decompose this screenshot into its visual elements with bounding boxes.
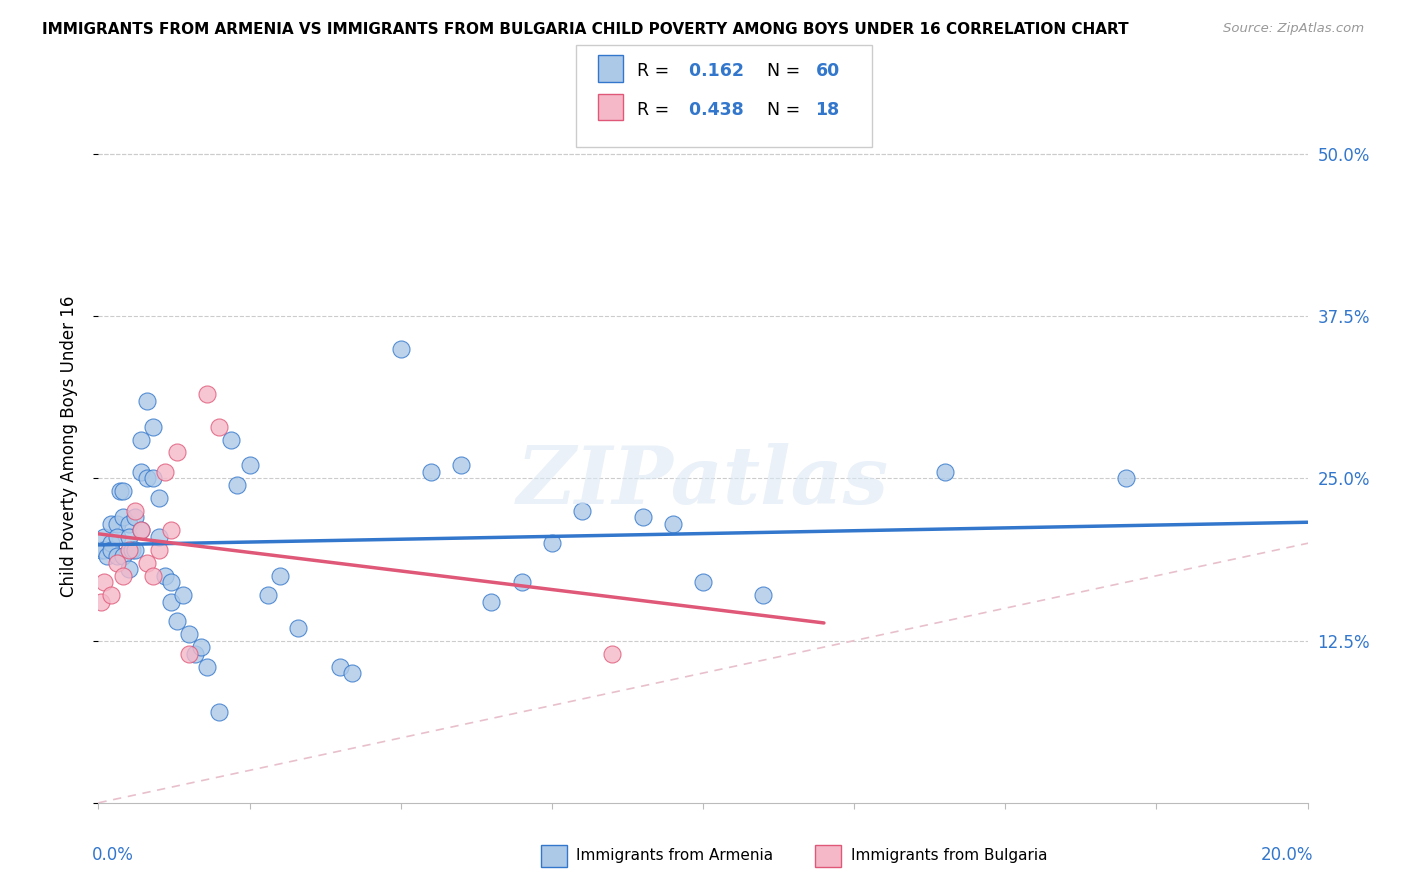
Text: Immigrants from Bulgaria: Immigrants from Bulgaria [851,848,1047,863]
Point [256,588,278,602]
Point [510,575,533,590]
Point [540,536,562,550]
Point [142,419,165,434]
Point [129,465,152,479]
Point [602,647,624,661]
Point [124,504,146,518]
Point [692,575,714,590]
Point [121,542,143,557]
Point [93,530,115,544]
Point [129,524,152,538]
Point [105,516,128,531]
Point [118,562,141,576]
Text: 0.0%: 0.0% [93,846,134,863]
Point [342,666,364,681]
Point [195,387,218,401]
Point [148,542,170,557]
Text: 20.0%: 20.0% [1261,846,1313,863]
Point [329,659,352,673]
Text: R =: R = [637,62,675,80]
Point [129,524,152,538]
Text: ZIPatlas: ZIPatlas [517,443,889,520]
Point [153,465,176,479]
Text: 60: 60 [815,62,839,80]
Point [111,549,134,564]
Point [1115,471,1137,485]
Point [160,575,183,590]
Point [100,536,122,550]
Point [111,484,134,499]
Point [389,342,412,356]
Point [208,419,231,434]
Text: IMMIGRANTS FROM ARMENIA VS IMMIGRANTS FROM BULGARIA CHILD POVERTY AMONG BOYS UND: IMMIGRANTS FROM ARMENIA VS IMMIGRANTS FR… [42,22,1129,37]
Point [90,595,112,609]
Point [111,568,134,582]
Point [93,575,115,590]
Point [90,542,112,557]
Point [160,595,183,609]
Point [124,542,146,557]
Point [221,433,243,447]
Point [287,621,309,635]
Point [481,595,503,609]
Point [135,471,157,485]
Point [934,465,956,479]
Point [153,568,176,582]
Point [172,588,194,602]
Point [118,530,141,544]
Point [571,504,593,518]
Point [190,640,212,654]
Point [93,542,115,557]
Point [661,516,683,531]
Point [752,588,775,602]
Y-axis label: Child Poverty Among Boys Under 16: Child Poverty Among Boys Under 16 [59,295,77,597]
Point [450,458,472,473]
Point [631,510,654,524]
Point [184,647,207,661]
Point [160,524,183,538]
Text: 0.438: 0.438 [683,101,744,119]
Text: 18: 18 [815,101,839,119]
Text: 0.162: 0.162 [683,62,744,80]
Point [111,510,134,524]
Point [129,433,152,447]
Point [124,510,146,524]
Point [108,484,131,499]
Point [135,556,157,570]
Point [105,556,128,570]
Text: Immigrants from Armenia: Immigrants from Armenia [576,848,773,863]
Point [239,458,262,473]
Point [179,627,201,641]
Text: N =: N = [756,101,806,119]
Point [105,549,128,564]
Point [100,516,122,531]
Point [105,530,128,544]
Point [118,542,141,557]
Point [166,614,188,628]
Text: R =: R = [637,101,675,119]
Point [148,491,170,505]
Point [100,542,122,557]
Point [179,647,201,661]
Point [195,659,218,673]
Text: Source: ZipAtlas.com: Source: ZipAtlas.com [1223,22,1364,36]
Point [96,549,118,564]
Text: N =: N = [756,62,806,80]
Point [142,471,165,485]
Point [208,705,231,719]
Point [142,568,165,582]
Point [420,465,443,479]
Point [135,393,157,408]
Point [100,588,122,602]
Point [269,568,291,582]
Point [166,445,188,459]
Point [118,516,141,531]
Point [226,478,249,492]
Point [148,530,170,544]
